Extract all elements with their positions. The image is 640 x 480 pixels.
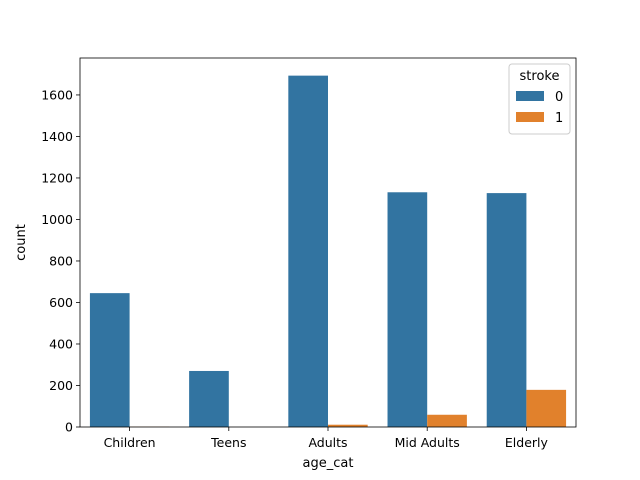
x-tick-label: Elderly <box>505 435 549 450</box>
legend-swatch-0 <box>516 91 544 101</box>
y-tick-label: 1000 <box>41 212 73 227</box>
plot-frame <box>79 57 577 428</box>
y-axis-label: count <box>14 224 29 261</box>
y-tick-label: 600 <box>49 295 73 310</box>
y-tick-label: 400 <box>49 336 73 351</box>
legend-swatch-1 <box>516 112 544 122</box>
x-axis-label: age_cat <box>303 456 354 471</box>
x-tick-label: Adults <box>308 435 347 450</box>
y-axis: 0 200 400 600 800 1000 1200 1400 1600 <box>41 87 80 435</box>
y-tick-label: 1200 <box>41 170 73 185</box>
bar-children-series-0 <box>89 293 130 427</box>
y-tick-label: 800 <box>49 253 73 268</box>
bar-mid-adults-series-0 <box>387 192 428 427</box>
x-tick-label: Teens <box>210 435 246 450</box>
y-tick-label: 1400 <box>41 129 73 144</box>
x-axis: Children Teens Adults Mid Adults Elderly <box>104 427 549 450</box>
y-tick-label: 1600 <box>41 87 73 102</box>
legend: stroke 0 1 <box>508 63 571 135</box>
bar-adults-series-0 <box>288 75 328 427</box>
bar-mid-adults-series-1 <box>427 414 467 427</box>
bars-group <box>89 75 567 427</box>
legend-label-0: 0 <box>555 90 563 105</box>
x-tick-label: Children <box>104 435 156 450</box>
y-tick-label: 0 <box>65 420 73 435</box>
legend-title: stroke <box>520 69 560 84</box>
x-tick-label: Mid Adults <box>395 435 460 450</box>
bar-elderly-series-0 <box>486 193 527 427</box>
y-tick-label: 200 <box>49 378 73 393</box>
legend-label-1: 1 <box>555 111 563 126</box>
bar-adults-series-1 <box>328 424 368 427</box>
bar-elderly-series-1 <box>526 389 567 427</box>
bar-teens-series-0 <box>189 370 229 427</box>
